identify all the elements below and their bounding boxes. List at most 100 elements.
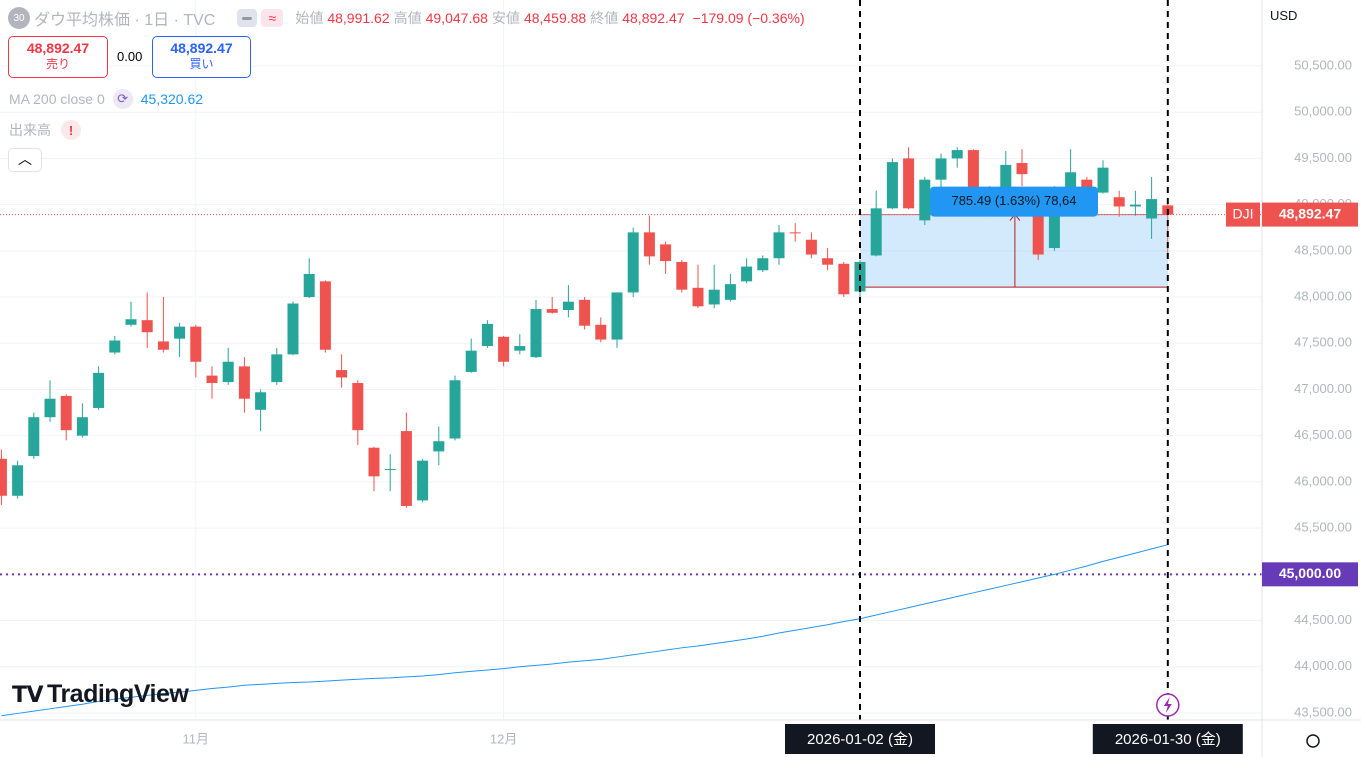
ohlc-label: 高値 — [393, 10, 422, 26]
y-tick-label: 44,500.00 — [1294, 612, 1352, 627]
symbol-badge: 30 — [8, 7, 30, 29]
ohlc-label: 終値 — [590, 10, 619, 26]
candle-body — [967, 150, 979, 190]
measure-label: 785.49 (1.63%) 78,64 — [951, 193, 1076, 208]
y-tick-label: 46,500.00 — [1294, 427, 1352, 442]
candle-body — [271, 354, 283, 383]
candle-body — [157, 341, 169, 350]
ohlc-value: 48,991.62 — [327, 10, 390, 26]
currency[interactable]: USD — [1270, 8, 1298, 23]
warning-icon[interactable]: ! — [61, 120, 81, 140]
spread: 0.00 — [117, 49, 143, 64]
candle-body — [579, 299, 591, 326]
candle-body — [903, 158, 915, 209]
candle-body — [627, 232, 639, 293]
candle-body — [465, 350, 477, 372]
ma-legend: MA 200 close 0 ⟳ 45,320.62 — [9, 89, 203, 109]
header: 30 ダウ平均株価 · 1日 · TVC ≈ 始値 48,991.62 高値 49,… — [8, 6, 805, 30]
ohlc-label: 始値 — [295, 10, 324, 26]
candle-body — [28, 417, 40, 457]
x-tick-label: 2026-01-30 (金) — [1115, 731, 1221, 748]
candle-body — [93, 372, 105, 408]
sell-button[interactable]: 48,892.47 売り — [8, 36, 108, 78]
candle-body — [1113, 197, 1125, 207]
x-tick-label: 2026-01-02 (金) — [807, 731, 913, 748]
candle-body — [838, 263, 850, 295]
measure-label-box — [930, 186, 1098, 217]
volume-legend: 出来高 ! — [9, 120, 81, 140]
settings-icon[interactable] — [1306, 734, 1320, 748]
candle-body — [433, 441, 445, 452]
logo-text: TradingView — [47, 680, 189, 708]
candle-body — [676, 261, 688, 290]
candle-body — [222, 361, 234, 383]
candle-body — [44, 398, 56, 418]
candle-body — [870, 208, 882, 256]
candle-body — [238, 366, 250, 399]
candle-body — [319, 281, 331, 350]
candle-body — [692, 287, 704, 307]
candle-body — [514, 346, 526, 351]
candle-body — [919, 179, 931, 221]
candle-body — [76, 417, 88, 436]
hide-button[interactable] — [237, 9, 258, 27]
ma-label[interactable]: MA 200 close 0 — [9, 91, 105, 107]
candle-body — [1000, 164, 1012, 190]
y-tick-label: 48,000.00 — [1294, 288, 1352, 303]
candle-body — [724, 284, 736, 300]
compare-button[interactable]: ≈ — [261, 9, 284, 27]
candle-body — [206, 375, 218, 384]
candle-body — [1065, 172, 1077, 190]
collapse-button[interactable]: ︿ — [8, 148, 42, 172]
candle-body — [643, 232, 655, 257]
candle-body — [611, 292, 623, 340]
candle-body — [368, 447, 380, 477]
buy-label: 買い — [189, 57, 214, 71]
candle-body — [417, 460, 429, 501]
candle-body — [1048, 189, 1060, 249]
alert-bolt — [1163, 697, 1172, 713]
change: −179.09 (−0.36%) — [692, 10, 805, 26]
ma-icon[interactable]: ⟳ — [112, 89, 133, 109]
candle-body — [562, 301, 574, 310]
y-tick-label: 47,000.00 — [1294, 381, 1352, 396]
ohlc-value: 49,047.68 — [425, 10, 488, 26]
y-tick-label: 48,500.00 — [1294, 242, 1352, 257]
symbol-label: DJI — [1233, 205, 1254, 221]
volume-label[interactable]: 出来高 — [9, 122, 51, 138]
candle-body — [352, 383, 364, 431]
x-tick-label: 11月 — [183, 731, 210, 746]
candle-body — [951, 150, 963, 159]
candle-body — [287, 303, 299, 355]
candle-body — [255, 392, 267, 410]
candle-body — [773, 232, 785, 259]
y-tick-label: 45,500.00 — [1294, 520, 1352, 535]
candle-body — [336, 370, 348, 378]
logo[interactable]: 𝗧𝗩 TradingView — [12, 680, 189, 708]
candle-body — [1129, 204, 1141, 207]
candle-body — [190, 326, 202, 362]
candle-body — [303, 273, 315, 298]
candle-body — [789, 232, 801, 234]
y-tick-label: 50,000.00 — [1294, 104, 1352, 119]
date-marker-box — [785, 724, 935, 754]
candle-body — [0, 458, 7, 496]
candle-body — [935, 158, 947, 180]
ma-value: 45,320.62 — [140, 91, 204, 107]
candle-body — [125, 319, 137, 325]
candle-body — [60, 395, 72, 431]
y-tick-label: 44,000.00 — [1294, 658, 1352, 673]
symbol-title[interactable]: ダウ平均株価 · 1日 · TVC — [34, 12, 216, 29]
y-tick-label: 50,500.00 — [1294, 57, 1352, 72]
buy-button[interactable]: 48,892.47 買い — [152, 36, 251, 78]
candle-body — [822, 258, 834, 265]
candle-body — [708, 289, 720, 305]
buy-price: 48,892.47 — [170, 40, 233, 56]
y-tick-label: 47,500.00 — [1294, 335, 1352, 350]
candle-body — [660, 244, 672, 262]
candle-body — [481, 323, 493, 347]
candle-body — [174, 326, 186, 339]
candle-body — [109, 340, 121, 353]
last-price-label: 48,892.47 — [1279, 205, 1341, 221]
